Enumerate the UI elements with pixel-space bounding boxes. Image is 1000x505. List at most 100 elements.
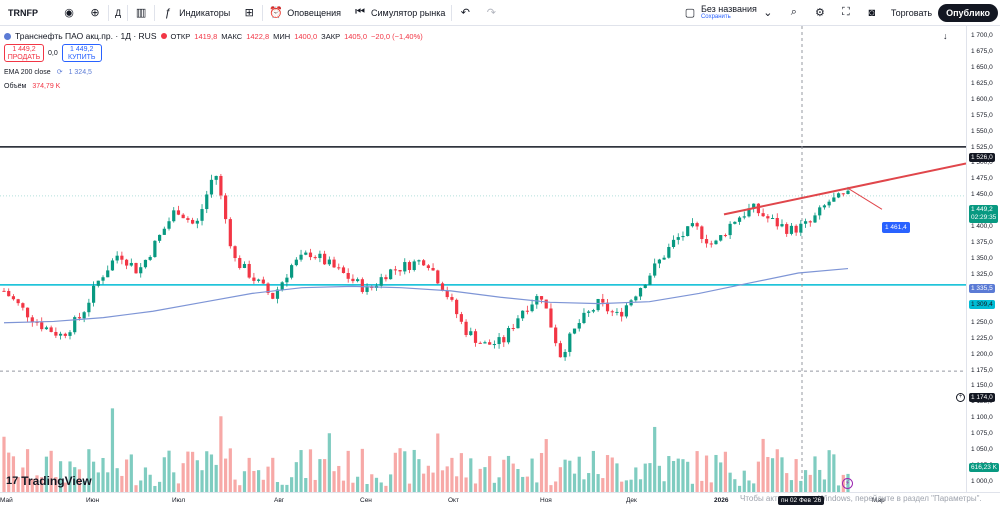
candle-body[interactable] xyxy=(591,310,595,312)
candle-body[interactable] xyxy=(568,333,572,352)
candle-body[interactable] xyxy=(723,235,728,237)
candle-body[interactable] xyxy=(492,344,496,346)
settings-button[interactable]: ⚙ xyxy=(807,0,833,26)
candle-body[interactable] xyxy=(242,263,247,268)
candle-body[interactable] xyxy=(139,267,143,274)
candle-body[interactable] xyxy=(214,175,218,180)
candle-body[interactable] xyxy=(733,221,737,224)
candle-body[interactable] xyxy=(846,190,850,194)
quick-search-button[interactable]: ⌕ xyxy=(781,0,807,26)
candle-body[interactable] xyxy=(30,317,34,322)
candle-body[interactable] xyxy=(577,323,581,329)
candle-body[interactable] xyxy=(761,213,765,217)
candle-body[interactable] xyxy=(332,259,336,268)
candle-body[interactable] xyxy=(191,219,195,224)
candle-body[interactable] xyxy=(356,279,360,282)
candle-body[interactable] xyxy=(422,260,426,266)
candle-body[interactable] xyxy=(653,263,657,276)
candle-body[interactable] xyxy=(16,299,20,304)
volume-legend[interactable]: Объём 374,79 K xyxy=(4,80,423,92)
candle-body[interactable] xyxy=(398,269,402,272)
fullscreen-button[interactable]: ⛶ xyxy=(833,0,859,26)
candle-body[interactable] xyxy=(252,277,256,281)
candle-body[interactable] xyxy=(657,259,661,264)
chart-pane[interactable] xyxy=(0,26,966,492)
candle-body[interactable] xyxy=(327,259,331,265)
candle-body[interactable] xyxy=(63,333,67,336)
ema-legend[interactable]: EMA 200 close ⟳ 1 324,5 xyxy=(4,66,423,78)
candle-body[interactable] xyxy=(426,265,430,268)
candle-body[interactable] xyxy=(459,314,463,322)
candle-body[interactable] xyxy=(120,255,124,260)
candle-body[interactable] xyxy=(818,207,822,216)
candle-body[interactable] xyxy=(770,218,775,220)
replay-button[interactable]: ⏮ Симулятор рынка xyxy=(347,0,451,26)
candle-body[interactable] xyxy=(304,252,308,255)
candle-body[interactable] xyxy=(742,216,746,218)
candle-body[interactable] xyxy=(440,283,445,291)
candle-body[interactable] xyxy=(638,287,643,297)
candle-body[interactable] xyxy=(530,304,534,312)
plus-circle-icon[interactable]: + xyxy=(956,393,965,402)
candle-body[interactable] xyxy=(643,284,647,288)
candle-body[interactable] xyxy=(648,275,652,285)
candle-body[interactable] xyxy=(299,254,303,260)
candle-body[interactable] xyxy=(25,307,30,318)
candle-body[interactable] xyxy=(789,225,794,234)
candle-body[interactable] xyxy=(544,299,548,309)
trade-button[interactable]: Торговать xyxy=(890,7,933,18)
candle-body[interactable] xyxy=(40,322,44,330)
candle-body[interactable] xyxy=(82,312,86,319)
candle-body[interactable] xyxy=(285,277,289,283)
candle-body[interactable] xyxy=(224,195,228,220)
publish-button[interactable]: Опублико xyxy=(938,3,998,22)
candle-body[interactable] xyxy=(813,215,817,223)
candle-body[interactable] xyxy=(313,257,317,259)
candle-body[interactable] xyxy=(676,237,680,240)
candle-body[interactable] xyxy=(624,305,628,317)
candle-body[interactable] xyxy=(634,296,638,301)
candle-body[interactable] xyxy=(261,279,265,284)
candle-body[interactable] xyxy=(360,279,364,292)
candle-body[interactable] xyxy=(686,226,690,237)
candle-body[interactable] xyxy=(157,234,162,241)
candle-body[interactable] xyxy=(695,223,699,227)
candle-body[interactable] xyxy=(511,328,515,330)
candle-body[interactable] xyxy=(558,343,562,358)
candle-body[interactable] xyxy=(290,265,294,278)
ema-200-line[interactable] xyxy=(3,267,849,324)
candle-body[interactable] xyxy=(228,219,232,247)
candle-body[interactable] xyxy=(68,332,72,336)
candle-body[interactable] xyxy=(445,290,449,298)
candle-body[interactable] xyxy=(803,221,808,224)
candle-body[interactable] xyxy=(389,269,393,280)
candle-body[interactable] xyxy=(186,218,190,220)
candle-body[interactable] xyxy=(238,258,242,268)
candle-body[interactable] xyxy=(582,312,586,324)
candle-body[interactable] xyxy=(752,203,756,209)
candle-body[interactable] xyxy=(690,223,695,227)
add-symbol-button[interactable]: ⊕ xyxy=(82,0,108,26)
candle-body[interactable] xyxy=(549,308,553,328)
candle-body[interactable] xyxy=(799,223,803,233)
candle-body[interactable] xyxy=(535,296,539,305)
candle-body[interactable] xyxy=(704,239,709,244)
candle-body[interactable] xyxy=(176,210,181,215)
candle-body[interactable] xyxy=(143,259,148,268)
candle-body[interactable] xyxy=(667,246,671,258)
candle-body[interactable] xyxy=(266,283,270,293)
candle-body[interactable] xyxy=(341,267,346,274)
candle-body[interactable] xyxy=(412,261,416,270)
candle-body[interactable] xyxy=(323,253,327,265)
candle-body[interactable] xyxy=(219,175,223,196)
candle-body[interactable] xyxy=(77,317,82,319)
candle-body[interactable] xyxy=(469,331,473,336)
candle-body[interactable] xyxy=(483,342,487,344)
candle-body[interactable] xyxy=(615,311,619,313)
candle-body[interactable] xyxy=(506,328,511,343)
candle-body[interactable] xyxy=(308,252,313,258)
candle-body[interactable] xyxy=(2,290,6,292)
candle-body[interactable] xyxy=(280,282,284,290)
candle-body[interactable] xyxy=(605,302,610,312)
candle-body[interactable] xyxy=(101,277,105,281)
